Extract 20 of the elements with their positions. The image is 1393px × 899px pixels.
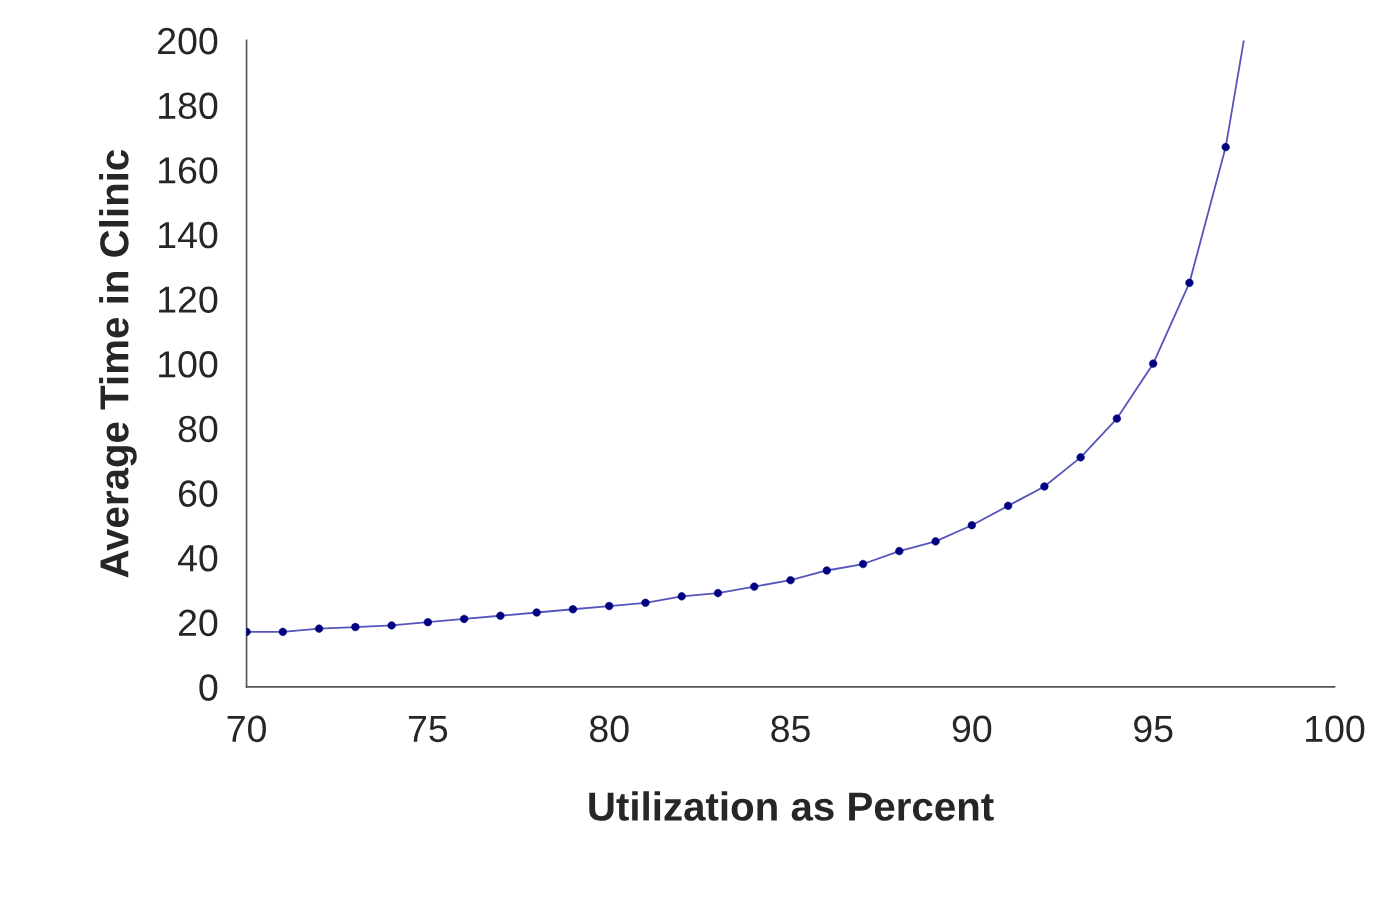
x-tick-label: 90 bbox=[952, 715, 992, 743]
x-tick-label: 70 bbox=[227, 715, 266, 743]
y-tick-label: 100 bbox=[159, 351, 218, 378]
y-tick-label: 20 bbox=[178, 609, 218, 637]
y-tick-label: 80 bbox=[178, 415, 218, 443]
x-tick-label: 80 bbox=[589, 715, 629, 743]
x-axis-title: Utilization as Percent bbox=[589, 791, 994, 821]
y-tick-label: 0 bbox=[199, 674, 218, 701]
y-tick-label: 200 bbox=[158, 27, 218, 55]
x-tick-label: 95 bbox=[1134, 715, 1173, 743]
y-axis-title: Average Time in Clinic bbox=[99, 149, 137, 578]
y-tick-label: 160 bbox=[159, 157, 218, 184]
x-tick-label: 75 bbox=[408, 715, 448, 743]
y-tick-label: 60 bbox=[178, 480, 218, 507]
y-tick-label: 120 bbox=[159, 286, 218, 313]
x-tick-label: 100 bbox=[1306, 715, 1365, 743]
y-tick-label: 180 bbox=[159, 92, 218, 120]
y-tick-label: 40 bbox=[177, 544, 218, 572]
y-tick-label: 140 bbox=[159, 221, 218, 249]
x-tick-label: 85 bbox=[771, 715, 810, 743]
